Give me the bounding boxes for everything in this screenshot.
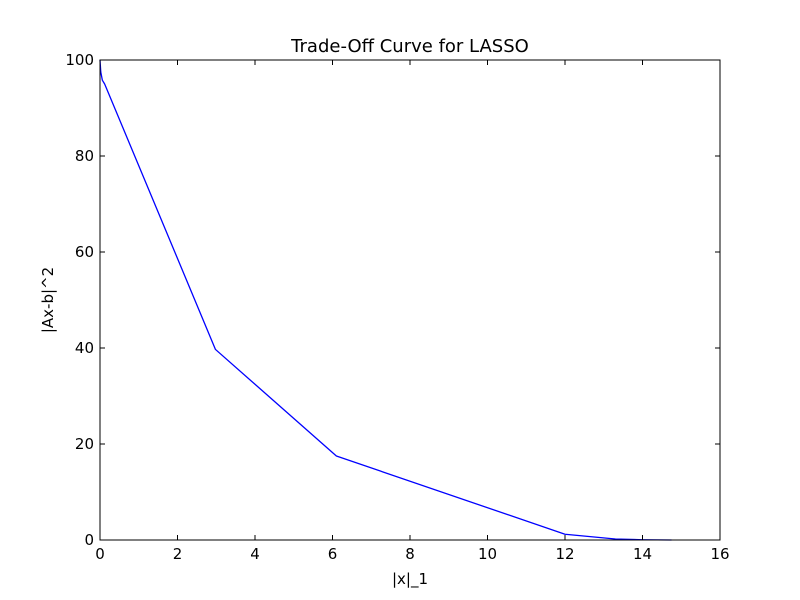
chart-title: Trade-Off Curve for LASSO <box>290 36 529 57</box>
x-tick-label-7: 14 <box>633 545 652 563</box>
y-tick-label-3: 60 <box>75 243 94 261</box>
x-tick-label-5: 10 <box>478 545 497 563</box>
y-tick-label-0: 0 <box>84 531 94 549</box>
x-tick-label-8: 16 <box>710 545 729 563</box>
x-tick-label-1: 2 <box>173 545 183 563</box>
series-line-0 <box>99 59 672 541</box>
x-tick-label-4: 8 <box>405 545 415 563</box>
y-tick-label-5: 100 <box>65 51 94 69</box>
x-tick-label-6: 12 <box>555 545 574 563</box>
y-axis-label: |Ax-b|^2 <box>39 267 57 333</box>
x-tick-label-0: 0 <box>95 545 105 563</box>
plot-frame <box>99 59 721 541</box>
y-tick-label-4: 80 <box>75 147 94 165</box>
x-tick-label-3: 6 <box>328 545 338 563</box>
plot-area: 0 2 4 6 8 10 12 14 16 0 20 40 60 80 100 <box>65 51 729 563</box>
x-tick-label-2: 4 <box>250 545 260 563</box>
x-axis-label: |x|_1 <box>392 570 428 589</box>
y-tick-label-1: 20 <box>75 435 94 453</box>
y-tick-label-2: 40 <box>75 339 94 357</box>
